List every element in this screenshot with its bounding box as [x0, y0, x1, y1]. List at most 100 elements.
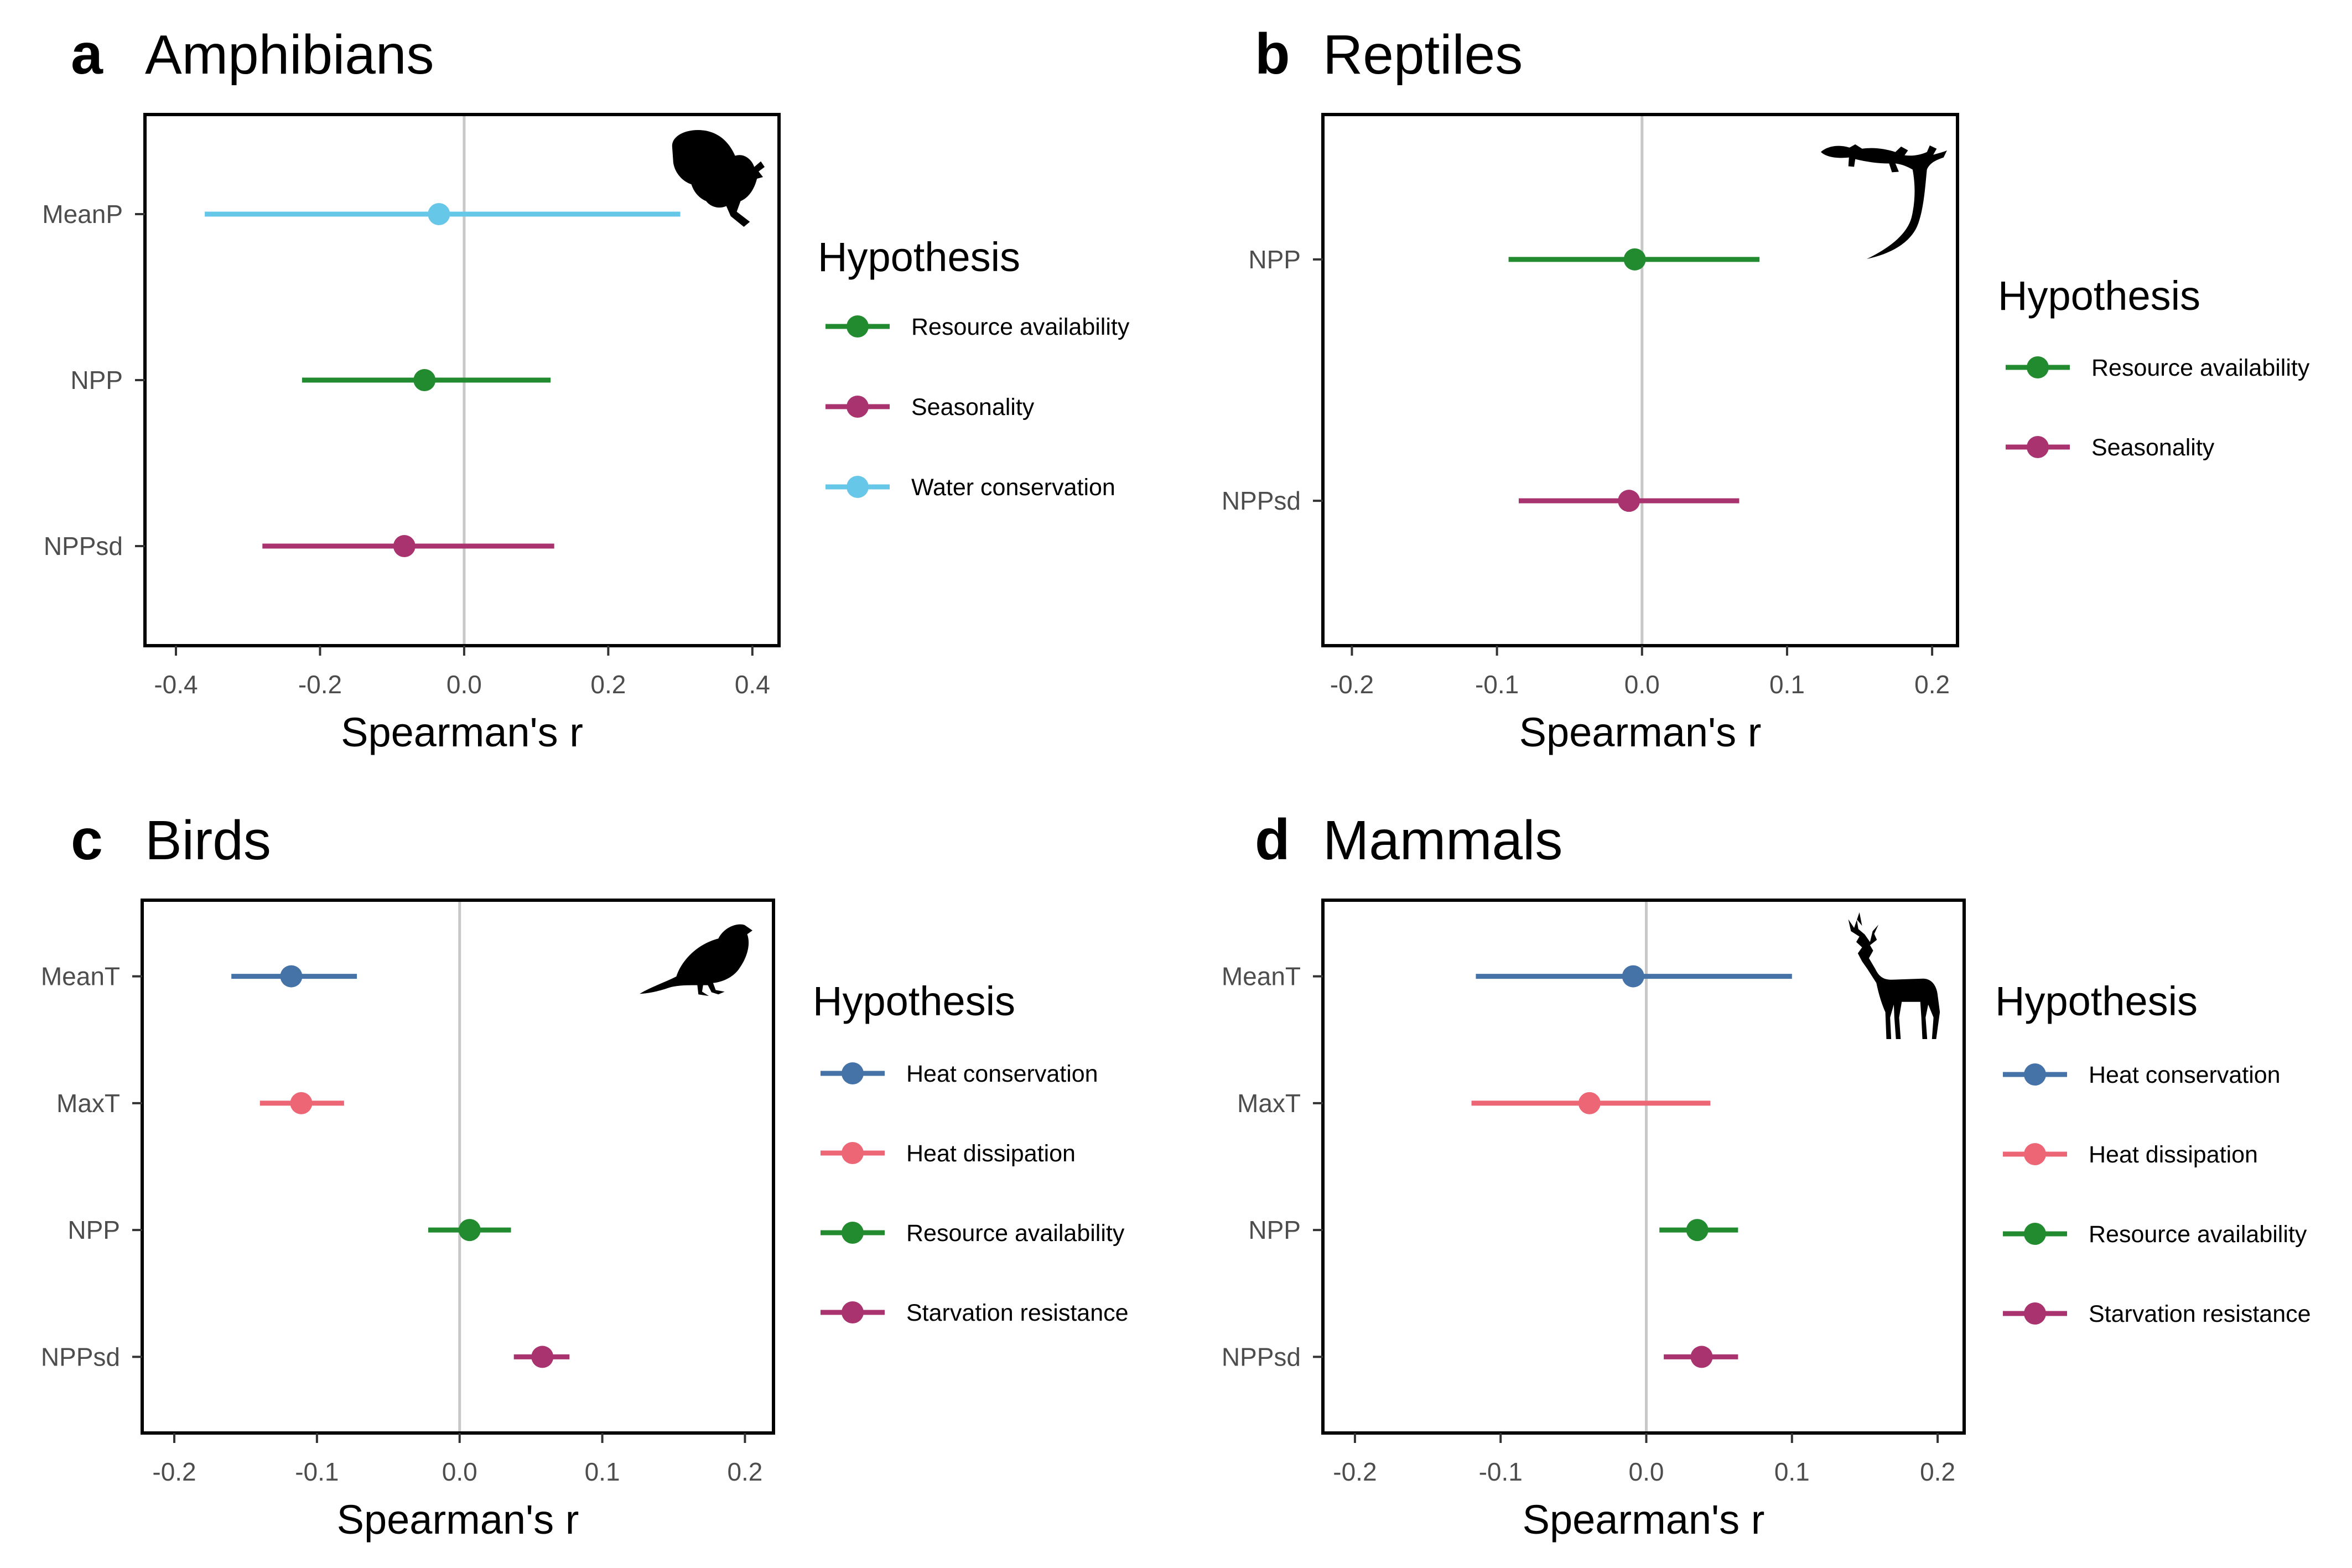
legend-label: Resource availability	[906, 1220, 1125, 1247]
legend-label: Seasonality	[2091, 434, 2215, 461]
legend-label: Heat dissipation	[2089, 1141, 2258, 1168]
y-axis: MeanT MaxT NPP NPPsd	[41, 962, 142, 1371]
legend: Hypothesis Heat conservation Heat dissipat…	[1995, 978, 2311, 1327]
legend-item: Resource availability	[821, 1220, 1125, 1247]
panel-letter: a	[71, 22, 103, 86]
legend-label: Water conservation	[911, 474, 1115, 501]
y-tick-label: NPP	[1248, 245, 1301, 274]
legend-item: Starvation resistance	[821, 1300, 1129, 1326]
estimate-marks	[1508, 248, 1760, 512]
legend-label: Resource availability	[911, 314, 1130, 340]
legend-item: Resource availability	[825, 314, 1130, 340]
y-tick-label: NPP	[68, 1216, 120, 1244]
estimate-marks	[231, 965, 570, 1368]
panel-a: a Amphibians -0.4 -0.2 0.0 0.2 0.4 Spearman's r…	[42, 22, 1130, 755]
point-MaxT	[290, 1092, 313, 1114]
legend-key-point	[2024, 1302, 2046, 1325]
legend-key-point	[2027, 356, 2049, 378]
legend-key-point	[847, 476, 869, 498]
estimate-marks	[205, 203, 681, 557]
plot-frame	[141, 899, 775, 1435]
x-tick-label: -0.1	[1475, 670, 1519, 699]
y-tick-label: NPP	[1248, 1216, 1301, 1244]
x-tick-label: 0.0	[1624, 670, 1660, 699]
point-NPP	[458, 1219, 481, 1242]
x-tick-label: 0.1	[585, 1457, 620, 1486]
legend-item: Starvation resistance	[2003, 1301, 2311, 1327]
panel-c: c Birds -0.2 -0.1 0.0 0.1 0.2 Spearman's r MeanT…	[41, 808, 1129, 1543]
legend-key-point	[842, 1222, 864, 1244]
x-tick-label: 0.2	[1920, 1457, 1955, 1486]
panel-letter: b	[1255, 22, 1290, 86]
legend: Hypothesis Resource availability Seasonali…	[1998, 273, 2310, 461]
legend-title: Hypothesis	[1998, 273, 2200, 319]
legend-item: Seasonality	[825, 394, 1035, 420]
point-NPPsd	[531, 1346, 554, 1368]
x-tick-label: -0.2	[1333, 1457, 1377, 1486]
y-tick-label: NPPsd	[1222, 486, 1301, 515]
panel-title: Amphibians	[145, 24, 434, 86]
x-tick-label: 0.2	[590, 670, 626, 699]
legend-item: Resource availability	[2003, 1221, 2307, 1248]
panel-title: Birds	[145, 809, 271, 871]
y-tick-label: NPPsd	[1222, 1342, 1301, 1371]
legend-item: Water conservation	[825, 474, 1115, 501]
point-NPPsd	[393, 535, 416, 557]
x-tick-label: -0.2	[152, 1457, 196, 1486]
panel-title: Mammals	[1323, 809, 1562, 871]
x-tick-label: 0.2	[1914, 670, 1950, 699]
x-axis: -0.2 -0.1 0.0 0.1 0.2	[152, 1433, 762, 1486]
x-tick-label: 0.1	[1769, 670, 1805, 699]
legend: Hypothesis Heat conservation Heat dissipat…	[813, 978, 1129, 1326]
panel-b: b Reptiles -0.2 -0.1 0.0 0.1 0.2 Spearman's r NP…	[1222, 22, 2310, 755]
x-tick-label: -0.4	[154, 670, 198, 699]
legend-item: Heat dissipation	[2003, 1141, 2258, 1168]
legend-title: Hypothesis	[818, 234, 1020, 280]
x-tick-label: -0.1	[1479, 1457, 1523, 1486]
legend-item: Resource availability	[2006, 355, 2310, 381]
point-NPP	[413, 369, 436, 391]
plot-frame	[1321, 113, 1959, 647]
legend-label: Resource availability	[2091, 355, 2310, 381]
panel-d: d Mammals -0.2 -0.1 0.0 0.1 0.2 Spearman's r Mea…	[1222, 808, 2311, 1543]
y-axis: MeanP NPP NPPsd	[42, 200, 145, 560]
deer-icon	[1848, 912, 1940, 1039]
point-MeanT	[1622, 965, 1644, 988]
point-MeanT	[280, 965, 303, 988]
panel-title: Reptiles	[1323, 24, 1523, 86]
legend-item: Heat dissipation	[821, 1140, 1076, 1167]
x-tick-label: -0.1	[295, 1457, 339, 1486]
legend-key-point	[842, 1142, 864, 1164]
x-axis-title: Spearman's r	[1519, 709, 1762, 755]
legend-item: Heat conservation	[821, 1061, 1098, 1087]
x-axis: -0.2 -0.1 0.0 0.1 0.2	[1330, 646, 1950, 699]
legend-label: Heat conservation	[2089, 1062, 2281, 1088]
point-MeanP	[428, 203, 450, 225]
legend-label: Starvation resistance	[906, 1300, 1129, 1326]
legend-key-point	[847, 396, 869, 418]
legend-key-point	[2024, 1143, 2046, 1165]
legend-key-point	[842, 1301, 864, 1323]
panel-letter: c	[71, 808, 103, 872]
y-tick-label: MaxT	[1237, 1089, 1301, 1118]
legend-item: Seasonality	[2006, 434, 2215, 461]
legend-label: Seasonality	[911, 394, 1035, 420]
estimate-marks	[1471, 965, 1792, 1368]
frog-icon	[672, 130, 765, 227]
point-NPPsd	[1690, 1346, 1713, 1368]
legend-key-point	[2027, 436, 2049, 458]
bird-icon	[640, 924, 752, 996]
y-tick-label: NPPsd	[44, 532, 123, 560]
x-axis: -0.2 -0.1 0.0 0.1 0.2	[1333, 1433, 1955, 1486]
y-tick-label: NPPsd	[41, 1342, 120, 1371]
legend-item: Heat conservation	[2003, 1062, 2281, 1088]
x-tick-label: 0.0	[442, 1457, 477, 1486]
legend-key-point	[847, 315, 869, 338]
x-axis: -0.4 -0.2 0.0 0.2 0.4	[154, 646, 770, 699]
legend-label: Heat dissipation	[906, 1140, 1076, 1167]
x-tick-label: -0.2	[1330, 670, 1374, 699]
legend-key-point	[2024, 1063, 2046, 1086]
y-tick-label: MaxT	[56, 1089, 120, 1118]
x-axis-title: Spearman's r	[341, 709, 583, 755]
